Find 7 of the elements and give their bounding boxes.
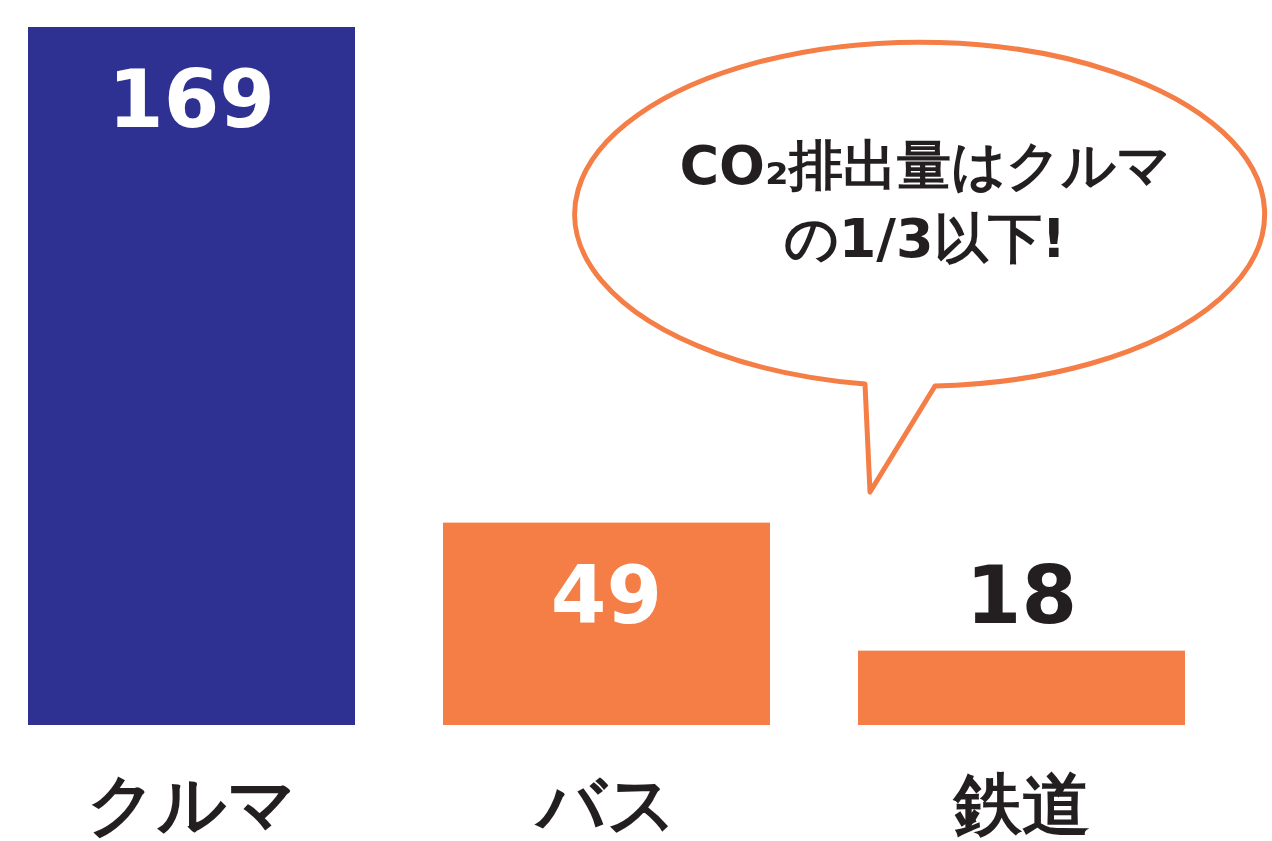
x-tick-label: クルマ [86,765,297,841]
x-tick-label: 鉄道 [951,765,1090,841]
annotation: CO₂排出量はクルマの1/3以下! [678,133,1172,272]
data-label: 49 [550,548,663,642]
x-tick-label: バス [533,765,677,841]
data-label: 18 [965,548,1078,642]
data-label: 169 [108,53,275,146]
